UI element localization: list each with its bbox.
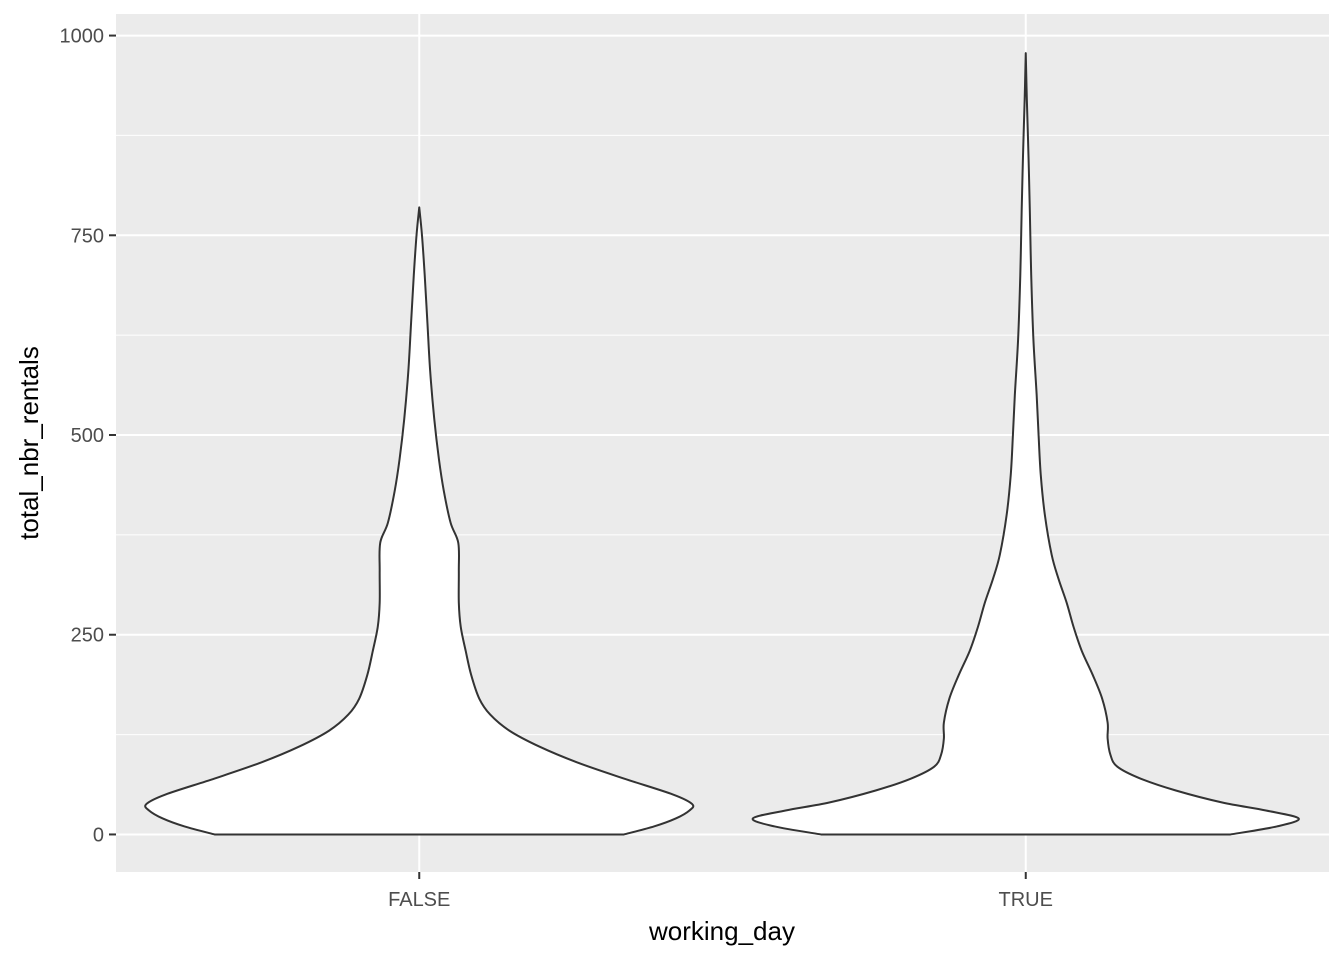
violin-true — [751, 52, 1300, 836]
x-axis: FALSE TRUE — [388, 872, 1053, 911]
y-tick-label: 0 — [93, 824, 104, 846]
y-axis: 0 250 500 750 1000 — [60, 26, 116, 846]
y-tick-label: 750 — [71, 225, 104, 247]
y-tick-label: 1000 — [60, 26, 105, 48]
y-axis-title: total_nbr_rentals — [14, 346, 44, 540]
minor-gridlines — [116, 134, 1329, 736]
violin-false — [144, 206, 695, 836]
y-tick-label: 500 — [71, 425, 104, 447]
y-tick-label: 250 — [71, 625, 104, 647]
x-tick-label: TRUE — [999, 889, 1053, 911]
plot-panel — [116, 14, 1329, 872]
violins — [144, 52, 1300, 836]
x-tick-label: FALSE — [388, 889, 450, 911]
x-axis-title: working_day — [648, 916, 795, 946]
